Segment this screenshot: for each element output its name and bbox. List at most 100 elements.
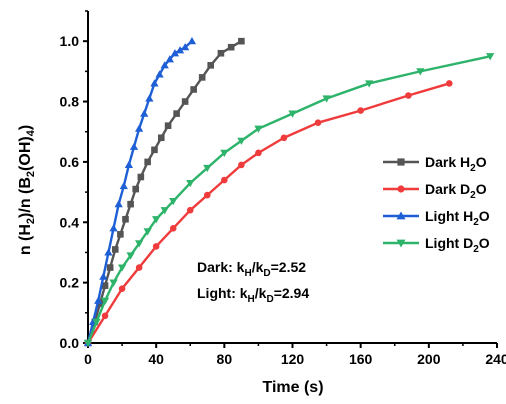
data-point xyxy=(254,125,263,133)
x-tick-label: 160 xyxy=(349,351,373,367)
data-point xyxy=(181,43,190,51)
y-axis-label: n (H2)/n (B2(OH)4) xyxy=(17,125,37,255)
data-point xyxy=(187,37,197,45)
data-point xyxy=(322,95,331,103)
legend-item: Dark H2O xyxy=(383,154,487,174)
data-point xyxy=(207,62,214,69)
data-point xyxy=(227,43,235,51)
x-tick-label: 240 xyxy=(485,351,506,367)
data-point xyxy=(109,279,118,287)
series-light-h2o xyxy=(83,37,197,347)
data-point xyxy=(101,282,109,289)
data-point xyxy=(238,161,245,169)
data-point xyxy=(109,224,118,232)
y-tick-label: 0.0 xyxy=(60,335,80,351)
y-tick-label: 0.4 xyxy=(60,214,80,230)
data-point xyxy=(151,146,158,154)
data-point xyxy=(396,211,406,220)
data-point xyxy=(106,264,114,271)
data-point xyxy=(181,98,189,105)
data-point xyxy=(170,49,180,57)
data-point xyxy=(365,80,374,88)
data-point xyxy=(198,74,206,81)
legend-label: Light D2O xyxy=(425,235,490,255)
data-point xyxy=(100,297,110,305)
data-point xyxy=(117,231,124,238)
data-point xyxy=(314,119,322,126)
data-point xyxy=(164,122,172,129)
y-tick-label: 0.2 xyxy=(60,275,80,291)
data-point xyxy=(152,243,160,250)
data-point xyxy=(445,80,453,87)
data-point xyxy=(111,246,119,253)
data-point xyxy=(169,225,177,232)
data-point xyxy=(101,312,109,320)
data-point xyxy=(143,228,152,236)
data-point xyxy=(190,86,197,93)
data-point xyxy=(104,248,113,256)
data-point xyxy=(288,110,297,118)
data-point xyxy=(144,158,151,166)
data-point xyxy=(140,109,149,117)
x-tick-label: 40 xyxy=(148,351,164,367)
data-point xyxy=(83,339,93,348)
data-point xyxy=(169,198,178,206)
data-point xyxy=(186,206,194,214)
series-dark-d2o xyxy=(84,80,453,347)
data-point xyxy=(152,216,161,224)
data-point xyxy=(124,160,134,169)
y-axis-ticks: 0.0 0.2 0.4 0.6 0.8 1.0 xyxy=(60,10,88,351)
data-point xyxy=(135,124,144,132)
data-point xyxy=(203,164,212,173)
legend-label: Dark H2O xyxy=(425,154,487,174)
y-tick-label: 1.0 xyxy=(60,33,80,49)
legend-item: Dark D2O xyxy=(383,181,487,201)
legend-item: Light H2O xyxy=(383,208,490,228)
data-point xyxy=(220,149,229,157)
data-point xyxy=(137,173,145,181)
data-point xyxy=(175,46,185,54)
data-point xyxy=(280,134,288,142)
data-point xyxy=(217,49,225,57)
y-tick-label: 0.6 xyxy=(60,154,80,170)
data-point xyxy=(157,134,165,142)
data-point xyxy=(129,142,139,150)
legend-label: Light H2O xyxy=(425,208,490,228)
data-point xyxy=(135,240,144,248)
data-point xyxy=(132,185,140,193)
annotations: Dark: kH/kD=2.52 Light: kH/kD=2.94 xyxy=(197,259,309,305)
data-point xyxy=(155,70,164,78)
data-point xyxy=(486,53,495,61)
x-axis-ticks: 0 40 80 120 160 200 240 xyxy=(84,343,506,367)
data-point xyxy=(160,61,169,69)
data-point xyxy=(127,200,134,208)
data-point xyxy=(221,176,228,184)
data-point xyxy=(122,215,129,223)
x-axis-label: Time (s) xyxy=(262,379,323,396)
data-point xyxy=(92,318,101,326)
data-point xyxy=(357,107,364,114)
series-line xyxy=(86,82,450,344)
data-point xyxy=(145,94,154,102)
data-point xyxy=(160,207,169,215)
series-light-d2o xyxy=(83,53,495,348)
x-tick-label: 200 xyxy=(417,351,441,367)
data-point xyxy=(118,285,126,292)
data-point xyxy=(94,296,103,304)
data-point xyxy=(173,110,180,117)
legend: Dark H2O Dark D2O Light H2O Light D2O xyxy=(383,154,490,255)
data-point xyxy=(397,185,405,193)
data-point xyxy=(203,191,211,199)
data-point xyxy=(396,239,406,248)
data-point xyxy=(150,79,159,87)
data-point xyxy=(238,37,245,45)
ratio-annotation: Light: kH/kD=2.94 xyxy=(197,285,309,305)
ratio-annotation: Dark: kH/kD=2.52 xyxy=(197,259,306,279)
data-point xyxy=(114,200,123,208)
data-point xyxy=(117,264,127,272)
data-point xyxy=(119,181,128,190)
data-point xyxy=(186,179,195,188)
data-point xyxy=(135,264,143,271)
legend-item: Light D2O xyxy=(383,235,490,255)
